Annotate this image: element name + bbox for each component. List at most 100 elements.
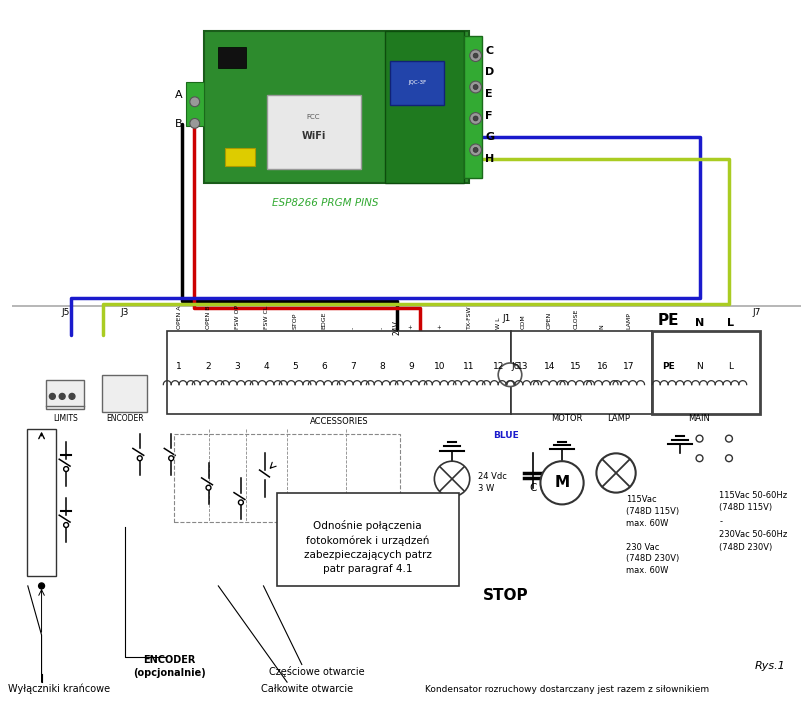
Text: 9: 9 <box>407 362 414 371</box>
Circle shape <box>59 394 65 399</box>
Circle shape <box>472 85 477 89</box>
Text: (748D 230V): (748D 230V) <box>719 542 772 552</box>
Circle shape <box>472 147 477 152</box>
Bar <box>225 148 254 165</box>
Circle shape <box>469 81 481 93</box>
Text: LAMP: LAMP <box>607 415 630 423</box>
Text: N: N <box>599 324 604 328</box>
Text: J3: J3 <box>120 308 129 318</box>
Text: STOP: STOP <box>292 312 298 328</box>
Bar <box>174 434 399 522</box>
Text: C: C <box>529 483 536 492</box>
Text: 6: 6 <box>321 362 326 371</box>
Text: 4: 4 <box>263 362 269 371</box>
Text: C: C <box>485 46 493 56</box>
Text: PE: PE <box>661 362 674 371</box>
Bar <box>167 331 510 414</box>
Circle shape <box>189 118 200 128</box>
Circle shape <box>469 112 481 125</box>
Text: +: + <box>437 323 442 328</box>
Text: -: - <box>350 326 355 328</box>
Circle shape <box>695 435 702 442</box>
Text: J5: J5 <box>62 308 71 318</box>
Text: BLUE: BLUE <box>492 431 518 440</box>
Bar <box>267 95 360 168</box>
Text: J6: J6 <box>511 362 520 371</box>
Text: OPEN: OPEN <box>546 311 551 328</box>
Text: F: F <box>485 110 492 120</box>
Text: 3: 3 <box>234 362 240 371</box>
Bar <box>390 60 444 104</box>
Circle shape <box>38 583 44 589</box>
Bar <box>186 82 204 126</box>
Text: 14: 14 <box>543 362 554 371</box>
Text: 8: 8 <box>379 362 384 371</box>
Text: M: M <box>553 476 569 490</box>
Circle shape <box>434 461 469 497</box>
Text: ESP8266 PRGM PINS: ESP8266 PRGM PINS <box>272 198 379 208</box>
Text: CLOSE: CLOSE <box>573 308 577 328</box>
Text: +: + <box>408 323 413 328</box>
Text: W L: W L <box>495 317 500 328</box>
Text: 17: 17 <box>622 362 634 371</box>
Text: ENCODER: ENCODER <box>106 415 144 423</box>
Text: 2: 2 <box>205 362 211 371</box>
Circle shape <box>69 394 75 399</box>
Circle shape <box>137 456 142 460</box>
Text: N: N <box>695 362 702 371</box>
Text: OPEN A: OPEN A <box>176 305 181 328</box>
Text: 230 Vac: 230 Vac <box>625 542 658 552</box>
Bar <box>651 331 759 414</box>
Text: Odnośnie połączenia
fotokomórek i urządzeń
zabezpieczających patrz
patr paragraf: Odnośnie połączenia fotokomórek i urządz… <box>303 520 431 573</box>
Text: EDGE: EDGE <box>322 311 326 328</box>
Text: J7: J7 <box>751 308 759 318</box>
Circle shape <box>540 461 583 505</box>
Text: 11: 11 <box>463 362 474 371</box>
Bar <box>464 36 481 178</box>
Circle shape <box>596 453 635 492</box>
Text: max. 60W: max. 60W <box>625 566 667 575</box>
Text: Wyłączniki krańcowe: Wyłączniki krańcowe <box>8 684 110 695</box>
Text: 115Vac 50-60Hz: 115Vac 50-60Hz <box>719 491 786 500</box>
Bar <box>103 375 147 412</box>
Text: 13: 13 <box>516 362 528 371</box>
Circle shape <box>50 394 55 399</box>
Text: ENCODER
(opcjonalnie): ENCODER (opcjonalnie) <box>132 655 205 678</box>
Text: MAIN: MAIN <box>688 415 710 423</box>
Text: STOP: STOP <box>483 588 529 603</box>
Text: TX-FSW: TX-FSW <box>466 305 471 328</box>
Text: 10: 10 <box>434 362 445 371</box>
Text: -: - <box>379 326 384 328</box>
Bar <box>204 31 468 183</box>
Text: N: N <box>694 318 703 328</box>
Bar <box>26 428 56 576</box>
Text: D: D <box>485 67 494 78</box>
Text: 115Vac: 115Vac <box>625 495 656 505</box>
Bar <box>218 47 245 68</box>
Text: L: L <box>727 362 732 371</box>
Text: Rys.1: Rys.1 <box>754 661 784 671</box>
Circle shape <box>168 456 173 460</box>
Circle shape <box>472 53 477 58</box>
Circle shape <box>469 144 481 156</box>
Text: 1: 1 <box>176 362 182 371</box>
Text: max. 60W: max. 60W <box>625 519 667 528</box>
Text: 24V: 24V <box>392 320 401 336</box>
Text: Całkowite otwarcie: Całkowite otwarcie <box>261 684 352 694</box>
Text: LAMP: LAMP <box>626 312 630 328</box>
Text: A: A <box>175 90 183 100</box>
Bar <box>510 331 651 414</box>
Circle shape <box>472 116 477 121</box>
Text: FSW CL: FSW CL <box>263 305 268 328</box>
Text: LIMITS: LIMITS <box>54 415 79 423</box>
Bar <box>277 492 459 586</box>
Text: 12: 12 <box>492 362 504 371</box>
Text: MOTOR: MOTOR <box>550 415 582 423</box>
Text: 24 Vdc
3 W: 24 Vdc 3 W <box>477 473 506 493</box>
Circle shape <box>497 363 521 386</box>
Text: 16: 16 <box>596 362 607 371</box>
Text: Kondensator rozruchowy dostarczany jest razem z siłownikiem: Kondensator rozruchowy dostarczany jest … <box>424 684 708 694</box>
Bar <box>385 31 464 183</box>
Text: FSW OP: FSW OP <box>234 304 239 328</box>
Circle shape <box>725 435 731 442</box>
